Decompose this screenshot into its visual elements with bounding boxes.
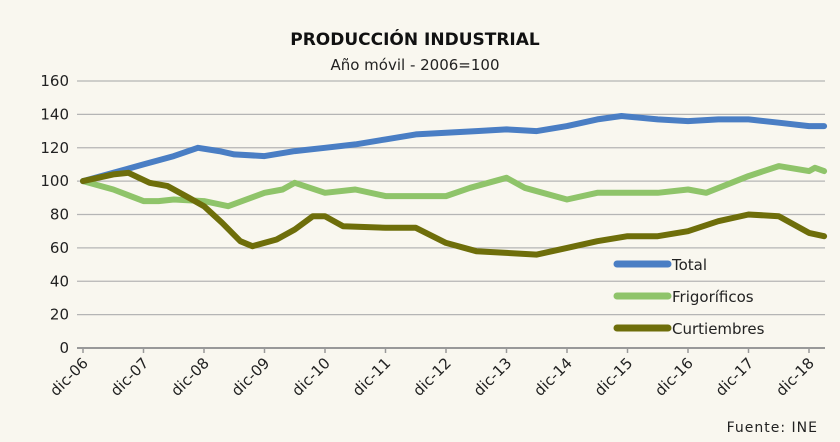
y-tick-label: 140 bbox=[40, 105, 69, 123]
legend-label: Frigoríficos bbox=[672, 288, 754, 306]
legend-label: Total bbox=[671, 256, 707, 274]
y-tick-label: 120 bbox=[40, 139, 69, 157]
x-tick-label: dic-16 bbox=[651, 354, 697, 400]
x-tick-label: dic-18 bbox=[772, 354, 818, 400]
chart-title: PRODUCCIÓN INDUSTRIAL bbox=[290, 28, 540, 50]
y-tick-label: 60 bbox=[50, 239, 69, 257]
x-tick-label: dic-15 bbox=[591, 354, 637, 400]
source-note: Fuente: INE bbox=[727, 420, 818, 436]
x-tick-label: dic-13 bbox=[470, 354, 516, 400]
x-tick-label: dic-10 bbox=[288, 354, 334, 400]
series-line-total bbox=[80, 113, 828, 185]
x-tick-label: dic-09 bbox=[228, 354, 274, 400]
x-tick-label: dic-14 bbox=[530, 354, 576, 400]
x-tick-label: dic-07 bbox=[107, 354, 153, 400]
legend-label: Curtiembres bbox=[672, 320, 765, 338]
y-tick-label: 160 bbox=[40, 72, 69, 90]
x-tick-label: dic-11 bbox=[349, 354, 395, 400]
x-tick-label: dic-17 bbox=[712, 354, 758, 400]
chart-subtitle: Año móvil - 2006=100 bbox=[330, 56, 499, 74]
series-line-curtiembres bbox=[80, 169, 828, 258]
y-tick-label: 40 bbox=[50, 272, 69, 290]
y-tick-label: 0 bbox=[59, 339, 69, 357]
y-tick-label: 100 bbox=[40, 172, 69, 190]
x-tick-label: dic-06 bbox=[46, 354, 92, 400]
y-tick-label: 80 bbox=[50, 206, 69, 224]
x-tick-label: dic-08 bbox=[167, 354, 213, 400]
x-tick-label: dic-12 bbox=[409, 354, 455, 400]
y-tick-label: 20 bbox=[50, 306, 69, 324]
